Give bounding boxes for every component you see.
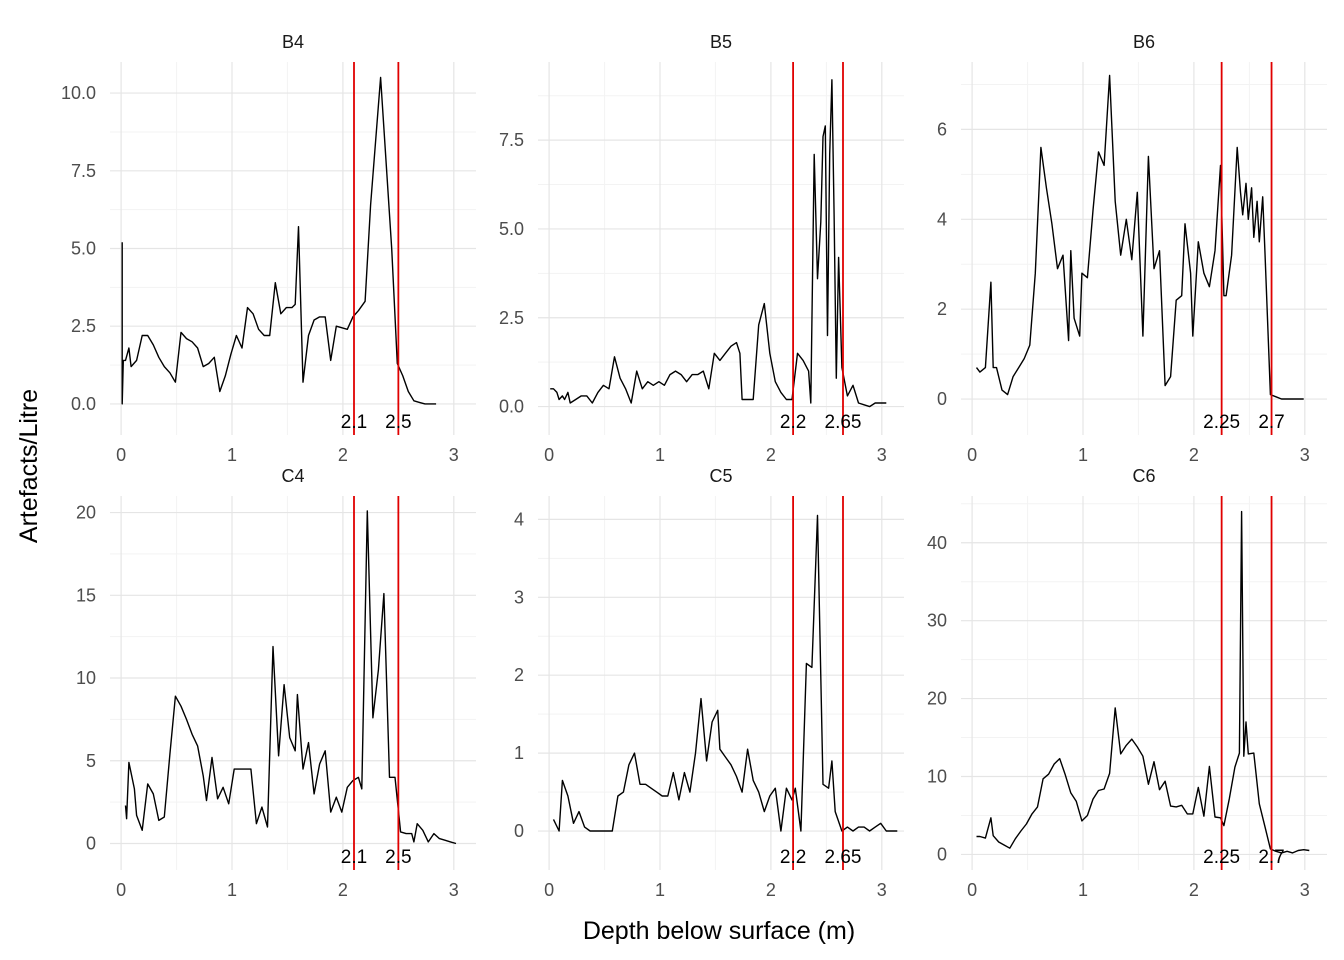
series-line bbox=[975, 74, 1304, 400]
y-tick-label: 6 bbox=[937, 119, 947, 139]
x-tick-label: 0 bbox=[967, 880, 977, 900]
series-line bbox=[124, 510, 457, 845]
x-tick-label: 0 bbox=[116, 445, 126, 465]
x-tick-label: 1 bbox=[227, 880, 237, 900]
panel-title: C5 bbox=[709, 466, 732, 486]
y-tick-label: 0 bbox=[937, 844, 947, 864]
x-tick-label: 3 bbox=[1300, 880, 1310, 900]
x-tick-label: 1 bbox=[655, 445, 665, 465]
x-tick-label: 1 bbox=[655, 880, 665, 900]
y-tick-label: 0.0 bbox=[499, 397, 524, 417]
reference-line-label: 2.1 bbox=[341, 847, 367, 868]
panel-c4: C4 0 5 10 15 20 0 1 2 3 2.1 2.5 bbox=[76, 466, 476, 900]
y-tick-label: 10 bbox=[76, 668, 96, 688]
y-tick-label: 2.5 bbox=[499, 308, 524, 328]
panel-title: B4 bbox=[282, 32, 304, 52]
x-tick-label: 1 bbox=[1078, 445, 1088, 465]
panel-b6: B6 0 2 4 6 0 1 2 3 2.25 2.7 bbox=[937, 32, 1327, 465]
reference-line-label: 2.5 bbox=[385, 847, 411, 868]
x-tick-label: 2 bbox=[338, 880, 348, 900]
y-tick-label: 4 bbox=[937, 209, 947, 229]
y-tick-label: 30 bbox=[927, 611, 947, 631]
y-tick-label: 40 bbox=[927, 533, 947, 553]
x-tick-label: 3 bbox=[877, 445, 887, 465]
y-tick-label: 3 bbox=[514, 587, 524, 607]
y-tick-label: 20 bbox=[76, 503, 96, 523]
y-tick-label: 10 bbox=[927, 767, 947, 787]
y-tick-label: 7.5 bbox=[71, 161, 96, 181]
y-tick-label: 15 bbox=[76, 585, 96, 605]
panel-title: B5 bbox=[710, 32, 732, 52]
y-tick-label: 5.0 bbox=[499, 219, 524, 239]
series-line bbox=[121, 76, 437, 405]
y-tick-label: 2 bbox=[514, 665, 524, 685]
x-tick-label: 3 bbox=[449, 445, 459, 465]
panel-c5: C5 0 1 2 3 4 0 1 2 3 2.2 2.65 bbox=[514, 466, 904, 900]
y-tick-label: 7.5 bbox=[499, 130, 524, 150]
x-tick-label: 2 bbox=[1189, 445, 1199, 465]
x-tick-label: 3 bbox=[877, 880, 887, 900]
y-tick-label: 5 bbox=[86, 751, 96, 771]
y-tick-label: 0 bbox=[937, 389, 947, 409]
y-tick-label: 10.0 bbox=[61, 83, 96, 103]
series-line bbox=[552, 514, 898, 832]
panel-title: C4 bbox=[281, 466, 304, 486]
series-line bbox=[976, 510, 1310, 854]
x-tick-label: 1 bbox=[1078, 880, 1088, 900]
y-axis-title: Artefacts/Litre bbox=[15, 389, 43, 543]
x-tick-label: 3 bbox=[449, 880, 459, 900]
series-line bbox=[550, 79, 887, 408]
panel-title: B6 bbox=[1133, 32, 1155, 52]
reference-line-label: 2.7 bbox=[1258, 847, 1284, 868]
panel-b5: B5 0.0 2.5 5.0 7.5 0 1 2 3 2.2 2.65 bbox=[499, 32, 904, 465]
x-tick-label: 3 bbox=[1300, 445, 1310, 465]
x-tick-label: 0 bbox=[116, 880, 126, 900]
x-tick-label: 1 bbox=[227, 445, 237, 465]
y-tick-label: 2.5 bbox=[71, 316, 96, 336]
y-tick-label: 2 bbox=[937, 299, 947, 319]
reference-line-label: 2.65 bbox=[825, 412, 862, 433]
x-tick-label: 2 bbox=[766, 445, 776, 465]
panels-layer: B4 0.0 2.5 5.0 7.5 10.0 0 1 2 3 2.1 2.5 B5 0.0 2.5 5.0 7… bbox=[61, 32, 1327, 900]
x-tick-label: 2 bbox=[1189, 880, 1199, 900]
y-tick-label: 0 bbox=[514, 821, 524, 841]
panel-b4: B4 0.0 2.5 5.0 7.5 10.0 0 1 2 3 2.1 2.5 bbox=[61, 32, 476, 465]
y-tick-label: 0 bbox=[86, 834, 96, 854]
y-tick-label: 0.0 bbox=[71, 394, 96, 414]
panel-title: C6 bbox=[1132, 466, 1155, 486]
panel-c6: C6 0 10 20 30 40 0 1 2 3 2.25 2.7 bbox=[927, 466, 1327, 900]
reference-line-label: 2.25 bbox=[1203, 847, 1240, 868]
x-tick-label: 0 bbox=[544, 445, 554, 465]
reference-line-label: 2.1 bbox=[341, 412, 367, 433]
reference-line-label: 2.7 bbox=[1258, 412, 1284, 433]
x-tick-label: 2 bbox=[766, 880, 776, 900]
reference-line-label: 2.2 bbox=[780, 412, 806, 433]
x-tick-label: 2 bbox=[338, 445, 348, 465]
x-tick-label: 0 bbox=[967, 445, 977, 465]
reference-line-label: 2.2 bbox=[780, 847, 806, 868]
reference-line-label: 2.25 bbox=[1203, 412, 1240, 433]
x-axis-title: Depth below surface (m) bbox=[583, 917, 855, 945]
y-tick-label: 20 bbox=[927, 689, 947, 709]
y-tick-label: 1 bbox=[514, 743, 524, 763]
reference-line-label: 2.5 bbox=[385, 412, 411, 433]
y-tick-label: 5.0 bbox=[71, 239, 96, 259]
y-tick-label: 4 bbox=[514, 509, 524, 529]
x-tick-label: 0 bbox=[544, 880, 554, 900]
reference-line-label: 2.65 bbox=[825, 847, 862, 868]
